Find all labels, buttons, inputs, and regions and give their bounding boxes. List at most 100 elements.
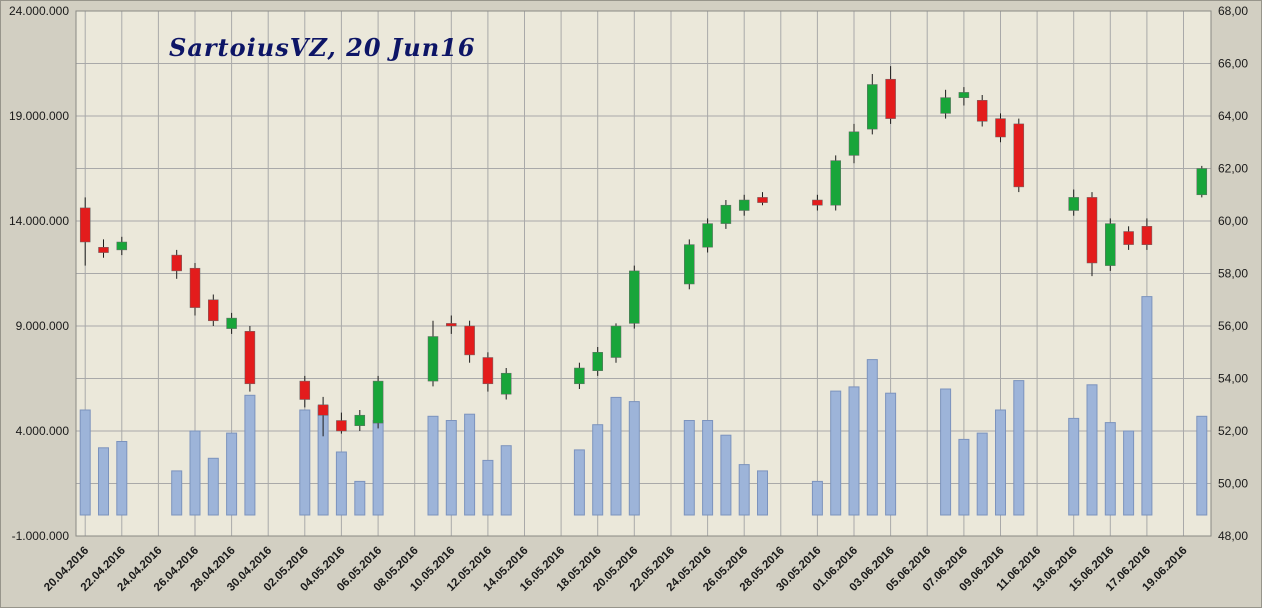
candle-up <box>867 84 878 130</box>
candle-down <box>208 299 219 322</box>
candle-up <box>720 204 732 224</box>
candle-down <box>299 380 311 400</box>
candle-up <box>684 244 695 285</box>
candle-up <box>738 199 750 211</box>
volume-bar <box>995 409 1006 516</box>
candle-up <box>116 241 128 251</box>
price-tick-label: 64,00 <box>1218 109 1248 123</box>
volume-bar <box>354 480 366 516</box>
candle-down <box>1123 231 1134 245</box>
volume-bar <box>683 420 695 516</box>
candle-up <box>226 317 237 329</box>
candle-down <box>79 207 91 243</box>
volume-bar <box>940 388 952 516</box>
volume-bar <box>1086 384 1098 516</box>
volume-bar <box>98 447 109 516</box>
volume-bar <box>1196 415 1208 516</box>
volume-tick-label: -1.000.000 <box>12 529 70 543</box>
candle-up <box>372 380 384 424</box>
candle-up <box>1068 197 1079 211</box>
candle-down <box>244 331 256 385</box>
candle-up <box>500 372 512 395</box>
candle-down <box>189 267 201 308</box>
volume-bar <box>1013 380 1025 516</box>
volume-tick-label: 24.000.000 <box>9 4 69 18</box>
volume-tick-label: 4.000.000 <box>16 424 70 438</box>
candle-down <box>446 323 457 327</box>
candle-down <box>812 199 823 206</box>
volume-bar <box>702 420 714 516</box>
volume-bar <box>848 386 860 516</box>
volume-bar <box>79 409 91 516</box>
price-tick-label: 54,00 <box>1218 372 1248 386</box>
candle-layer <box>79 66 1208 437</box>
volume-bar <box>830 390 842 516</box>
candle-down <box>1013 123 1025 188</box>
candle-down <box>995 118 1006 138</box>
candle-down <box>98 247 109 253</box>
volume-bar <box>628 401 640 516</box>
candle-down <box>171 254 182 272</box>
candle-up <box>848 131 860 156</box>
volume-bar <box>335 451 347 516</box>
volume-bar <box>885 392 897 516</box>
volume-tick-label: 19.000.000 <box>9 109 69 123</box>
candle-down <box>1086 197 1098 264</box>
candle-down <box>317 404 329 416</box>
volume-bar <box>189 430 201 516</box>
candle-up <box>1196 168 1208 196</box>
volume-bar <box>592 424 604 516</box>
price-tick-label: 50,00 <box>1218 477 1248 491</box>
candle-up <box>702 223 713 248</box>
candle-down <box>464 325 475 356</box>
chart-title: SartoiusVZ, 20 Jun16 <box>169 33 476 62</box>
volume-bar <box>171 470 183 516</box>
volume-bar <box>500 445 512 516</box>
volume-bar <box>207 457 219 516</box>
candle-down <box>482 357 494 385</box>
price-tick-label: 52,00 <box>1218 424 1248 438</box>
volume-bar <box>427 415 439 516</box>
volume-bar <box>372 420 384 516</box>
volume-bar <box>445 420 457 516</box>
candle-up <box>1105 223 1116 266</box>
price-tick-label: 66,00 <box>1218 57 1248 71</box>
volume-bar <box>464 413 476 516</box>
volume-bar <box>866 359 878 516</box>
volume-bar <box>720 434 732 516</box>
candle-down <box>336 420 347 432</box>
price-tick-label: 48,00 <box>1218 529 1248 543</box>
price-tick-label: 62,00 <box>1218 162 1248 176</box>
candle-up <box>610 325 622 358</box>
price-tick-label: 60,00 <box>1218 214 1248 228</box>
volume-bar <box>482 459 494 516</box>
volume-bar <box>958 438 970 516</box>
volume-bar <box>299 409 311 516</box>
volume-bar <box>116 441 128 516</box>
volume-bar <box>1068 417 1080 516</box>
volume-bar <box>226 432 238 516</box>
candle-up <box>830 160 841 206</box>
volume-bar <box>573 449 585 516</box>
candle-up <box>574 367 585 385</box>
volume-bar <box>610 396 622 516</box>
price-tick-label: 56,00 <box>1218 319 1248 333</box>
volume-bar <box>1104 422 1116 516</box>
volume-layer <box>79 296 1208 516</box>
volume-bar <box>244 394 256 516</box>
candle-down <box>757 197 768 203</box>
candle-down <box>976 100 988 122</box>
volume-bar <box>738 464 750 516</box>
candle-up <box>629 270 640 324</box>
volume-bar <box>1141 296 1153 516</box>
candle-up <box>958 92 970 98</box>
candle-up <box>592 352 603 371</box>
volume-bar <box>811 480 823 516</box>
price-tick-label: 58,00 <box>1218 267 1248 281</box>
volume-tick-label: 14.000.000 <box>9 214 69 228</box>
price-tick-label: 68,00 <box>1218 4 1248 18</box>
candle-down <box>1141 226 1153 245</box>
